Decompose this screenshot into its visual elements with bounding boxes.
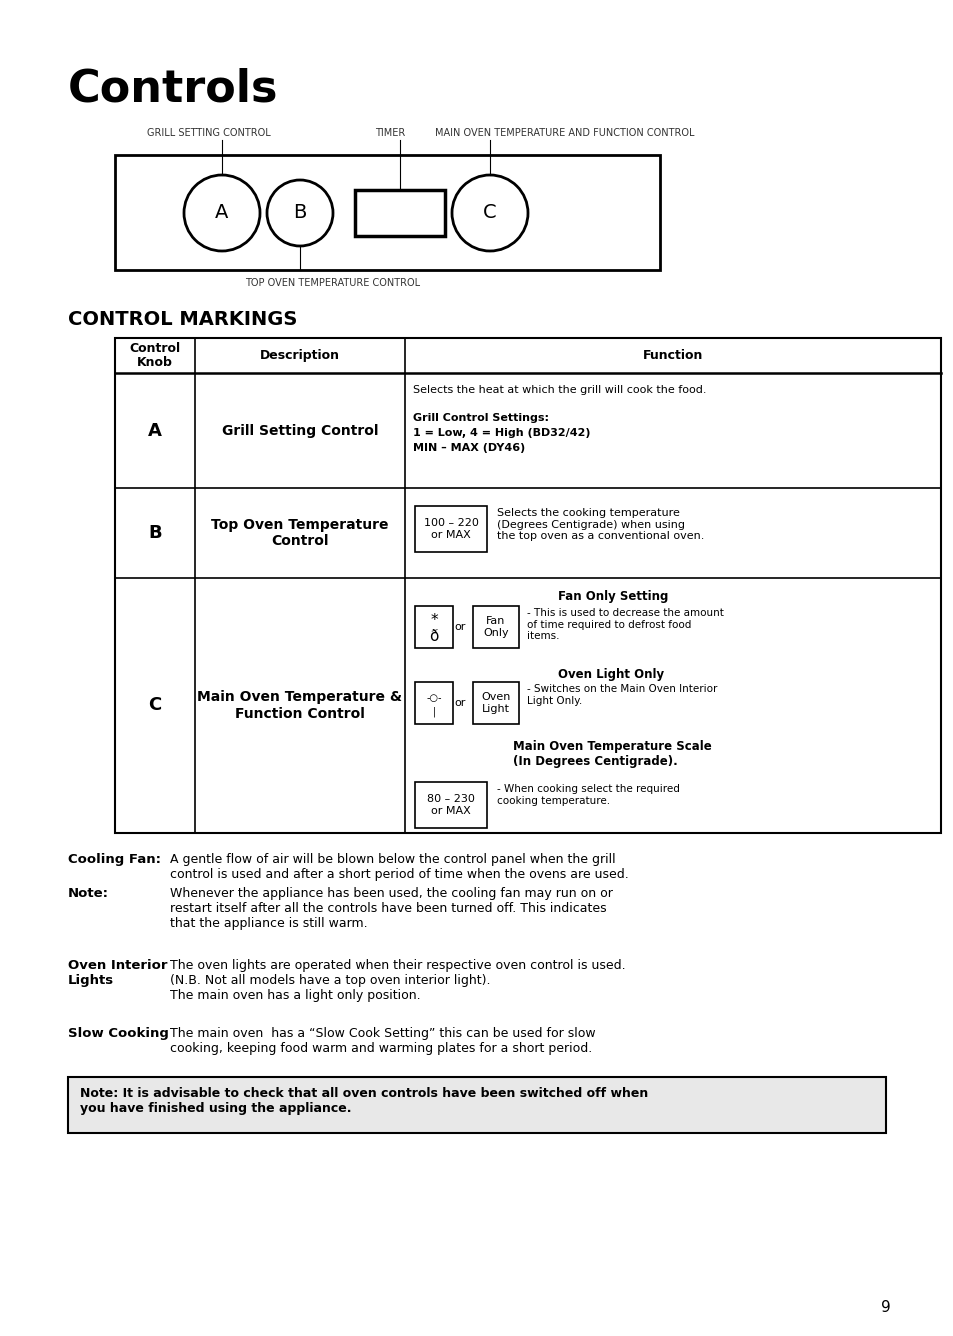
Text: Fan Only Setting: Fan Only Setting bbox=[558, 591, 668, 603]
Text: Top Oven Temperature
Control: Top Oven Temperature Control bbox=[211, 518, 388, 548]
Bar bbox=[115, 155, 659, 270]
Text: Grill Control Settings:: Grill Control Settings: bbox=[413, 413, 548, 424]
Text: 100 – 220
or MAX: 100 – 220 or MAX bbox=[423, 518, 478, 540]
Text: Main Oven Temperature &
Function Control: Main Oven Temperature & Function Control bbox=[197, 691, 402, 720]
Text: -○-: -○- bbox=[426, 693, 441, 703]
Bar bbox=[415, 506, 486, 552]
Text: B: B bbox=[293, 203, 306, 223]
Text: or: or bbox=[454, 623, 465, 632]
Text: Note: It is advisable to check that all oven controls have been switched off whe: Note: It is advisable to check that all … bbox=[80, 1088, 648, 1116]
Text: MIN – MAX (DY46): MIN – MAX (DY46) bbox=[413, 444, 525, 453]
Text: C: C bbox=[149, 696, 161, 715]
Text: Slow Cooking: Slow Cooking bbox=[68, 1027, 169, 1039]
Text: Cooling Fan:: Cooling Fan: bbox=[68, 852, 161, 866]
Text: The main oven  has a “Slow Cook Setting” this can be used for slow
cooking, keep: The main oven has a “Slow Cook Setting” … bbox=[170, 1027, 595, 1055]
Text: Grill Setting Control: Grill Setting Control bbox=[221, 424, 377, 437]
Text: 1 = Low, 4 = High (BD32/42): 1 = Low, 4 = High (BD32/42) bbox=[413, 428, 590, 438]
Bar bbox=[415, 681, 453, 724]
Text: - Switches on the Main Oven Interior
Light Only.: - Switches on the Main Oven Interior Lig… bbox=[526, 684, 717, 705]
Bar bbox=[415, 607, 453, 648]
Bar bbox=[473, 607, 518, 648]
Text: Whenever the appliance has been used, the cooling fan may run on or
restart itse: Whenever the appliance has been used, th… bbox=[170, 887, 612, 930]
Text: Main Oven Temperature Scale
(In Degrees Centigrade).: Main Oven Temperature Scale (In Degrees … bbox=[513, 740, 711, 768]
Text: or: or bbox=[454, 697, 465, 708]
Text: Oven Light Only: Oven Light Only bbox=[558, 668, 663, 681]
Text: A: A bbox=[148, 421, 162, 440]
Text: A: A bbox=[215, 203, 229, 223]
Bar bbox=[355, 190, 444, 236]
Text: Controls: Controls bbox=[68, 68, 278, 111]
Text: 80 – 230
or MAX: 80 – 230 or MAX bbox=[427, 794, 475, 816]
Circle shape bbox=[452, 175, 527, 251]
Text: |: | bbox=[432, 707, 436, 717]
Text: - This is used to decrease the amount
of time required to defrost food
items.: - This is used to decrease the amount of… bbox=[526, 608, 723, 641]
Text: Oven
Light: Oven Light bbox=[481, 692, 510, 713]
Text: Fan
Only: Fan Only bbox=[482, 616, 508, 637]
Text: TOP OVEN TEMPERATURE CONTROL: TOP OVEN TEMPERATURE CONTROL bbox=[245, 278, 419, 289]
Text: Selects the cooking temperature
(Degrees Centigrade) when using
the top oven as : Selects the cooking temperature (Degrees… bbox=[497, 508, 703, 541]
Text: B: B bbox=[148, 524, 162, 542]
Text: C: C bbox=[482, 203, 497, 223]
Text: The oven lights are operated when their respective oven control is used.
(N.B. N: The oven lights are operated when their … bbox=[170, 959, 625, 1002]
Text: - When cooking select the required
cooking temperature.: - When cooking select the required cooki… bbox=[497, 784, 679, 806]
Text: Oven Interior
Lights: Oven Interior Lights bbox=[68, 959, 168, 987]
Text: Control
Knob: Control Knob bbox=[130, 342, 180, 370]
Text: A gentle flow of air will be blown below the control panel when the grill
contro: A gentle flow of air will be blown below… bbox=[170, 852, 628, 880]
Bar bbox=[115, 338, 940, 834]
Text: ð: ð bbox=[429, 629, 438, 644]
Text: Selects the heat at which the grill will cook the food.: Selects the heat at which the grill will… bbox=[413, 385, 706, 395]
Bar bbox=[68, 1077, 885, 1133]
Bar bbox=[415, 782, 486, 828]
Bar bbox=[473, 681, 518, 724]
Text: CONTROL MARKINGS: CONTROL MARKINGS bbox=[68, 310, 297, 329]
Circle shape bbox=[184, 175, 260, 251]
Text: Function: Function bbox=[642, 349, 702, 362]
Text: *: * bbox=[430, 613, 437, 628]
Circle shape bbox=[267, 180, 333, 246]
Text: Description: Description bbox=[260, 349, 339, 362]
Text: MAIN OVEN TEMPERATURE AND FUNCTION CONTROL: MAIN OVEN TEMPERATURE AND FUNCTION CONTR… bbox=[435, 128, 694, 138]
Text: 9: 9 bbox=[881, 1300, 890, 1315]
Text: TIMER: TIMER bbox=[375, 128, 405, 138]
Text: GRILL SETTING CONTROL: GRILL SETTING CONTROL bbox=[147, 128, 271, 138]
Text: Note:: Note: bbox=[68, 887, 109, 900]
